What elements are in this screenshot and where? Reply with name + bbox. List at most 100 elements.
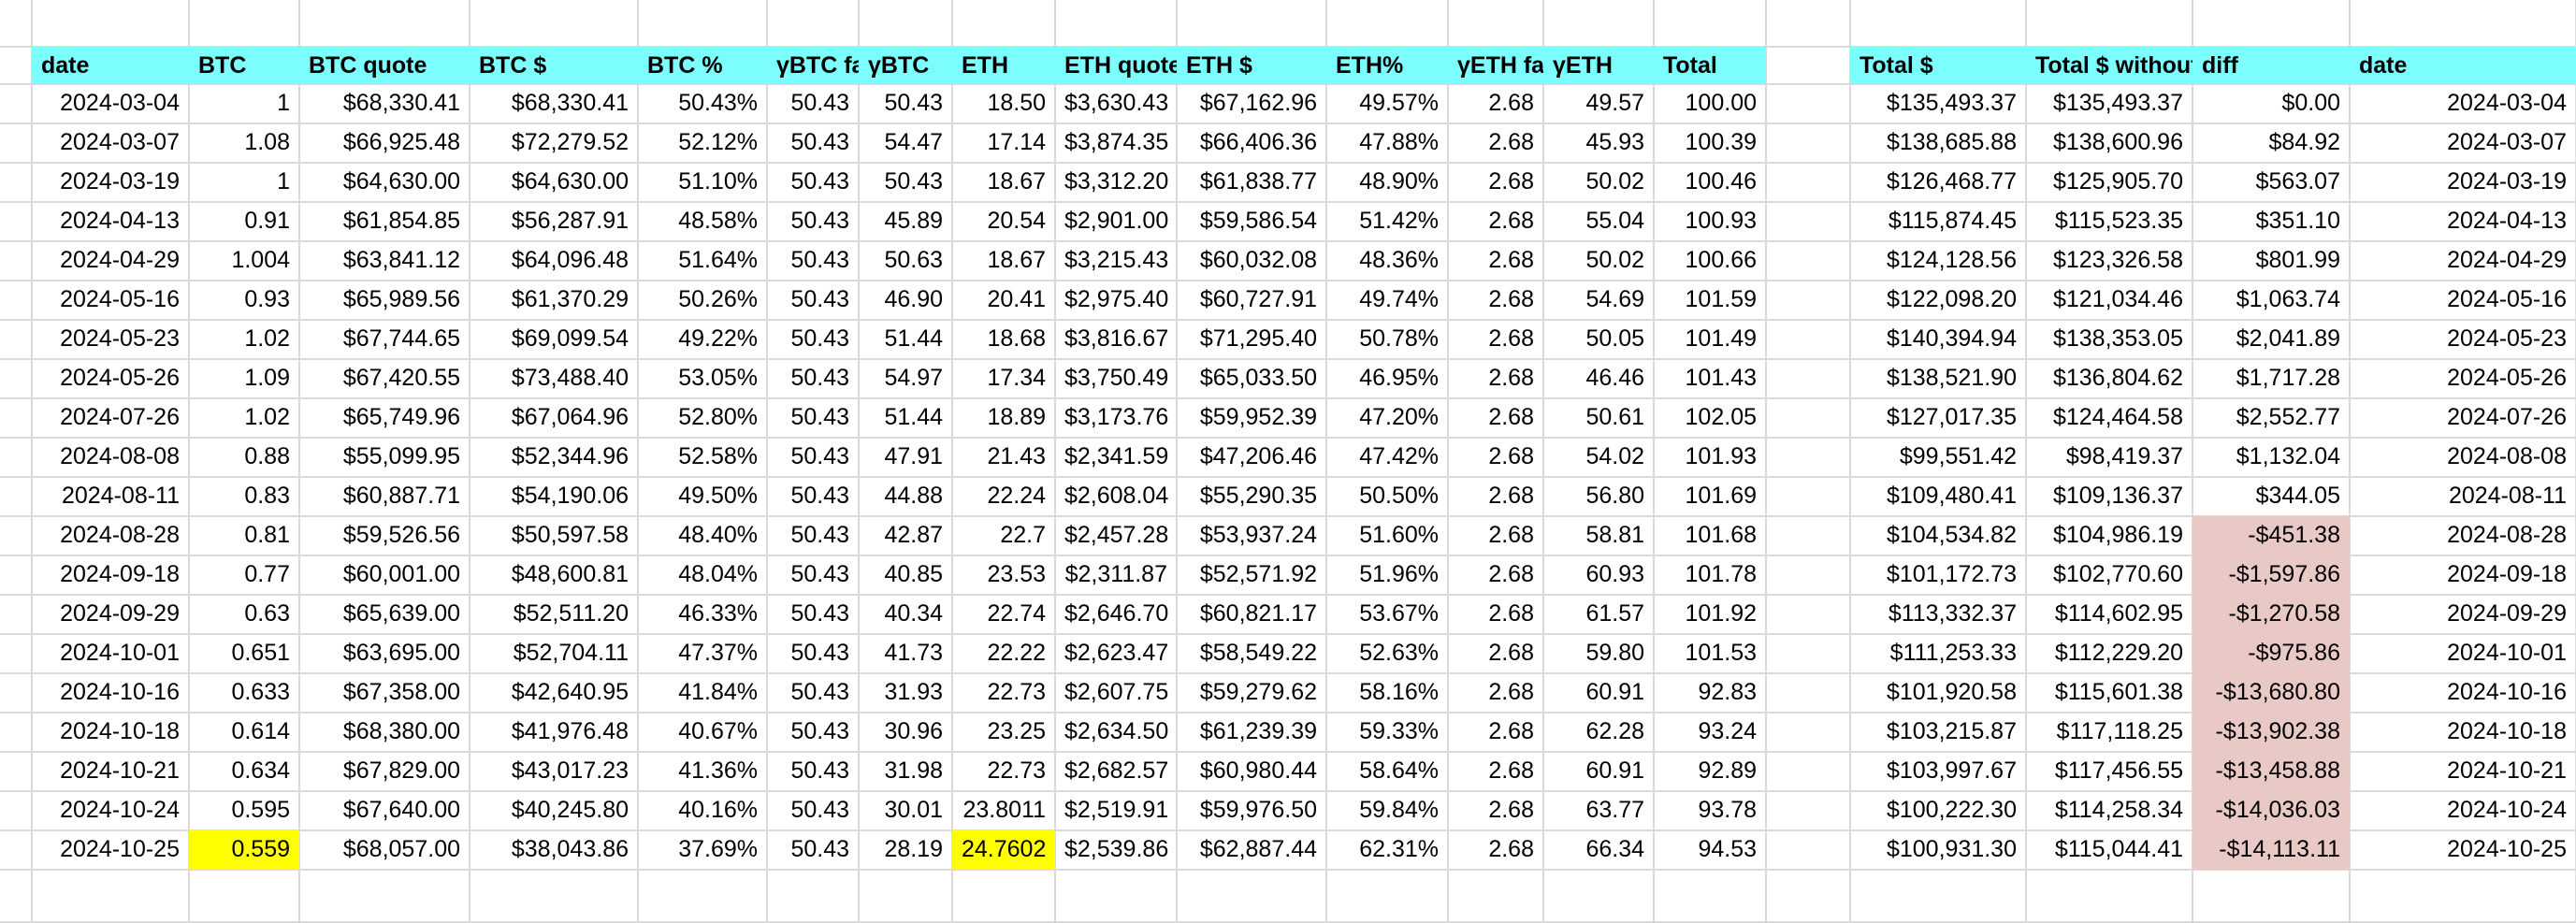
data-cell[interactable]: $2,646.70 — [1064, 600, 1169, 627]
date-cell[interactable]: 2024-05-23 — [2447, 325, 2567, 352]
data-cell[interactable]: $69,099.54 — [511, 325, 629, 352]
date-cell[interactable]: 2024-03-07 — [60, 129, 180, 155]
data-cell[interactable]: 50.43 — [790, 679, 849, 705]
date-cell[interactable]: 2024-07-26 — [2447, 404, 2567, 430]
data-cell[interactable]: 0.77 — [244, 561, 290, 587]
data-cell[interactable]: 50.43% — [678, 90, 758, 116]
data-cell[interactable]: 49.57% — [1359, 90, 1439, 116]
date-cell[interactable]: 2024-05-16 — [60, 286, 180, 312]
date-cell[interactable]: 2024-03-04 — [2447, 90, 2567, 116]
data-cell[interactable]: 52.58% — [678, 443, 758, 469]
data-cell[interactable]: $64,096.48 — [511, 247, 629, 273]
data-cell[interactable]: 23.53 — [987, 561, 1046, 587]
date-cell[interactable]: 2024-05-16 — [2447, 286, 2567, 312]
data-cell[interactable]: $109,136.37 — [2052, 483, 2183, 509]
data-cell[interactable]: 40.34 — [884, 600, 943, 627]
data-cell[interactable]: $3,816.67 — [1064, 325, 1169, 352]
data-cell[interactable]: 22.73 — [987, 757, 1046, 784]
data-cell[interactable]: 94.53 — [1698, 836, 1757, 862]
data-cell[interactable]: $59,586.54 — [1199, 208, 1317, 234]
data-cell[interactable]: 51.64% — [678, 247, 758, 273]
date-cell[interactable]: 2024-04-29 — [2447, 247, 2567, 273]
date-cell[interactable]: 2024-07-26 — [60, 404, 180, 430]
column-header[interactable]: Total $ without — [2026, 47, 2192, 84]
data-cell[interactable]: $68,380.00 — [342, 718, 460, 744]
data-cell[interactable]: $121,034.46 — [2052, 286, 2183, 312]
data-cell[interactable]: 100.00 — [1685, 90, 1757, 116]
data-cell[interactable]: $52,511.20 — [513, 600, 629, 627]
data-cell[interactable]: 2.68 — [1488, 404, 1534, 430]
date-cell[interactable]: 2024-08-11 — [61, 483, 180, 509]
data-cell[interactable]: $103,215.87 — [1886, 718, 2017, 744]
date-cell[interactable]: 2024-10-01 — [2447, 640, 2567, 666]
column-header[interactable]: γETH factor — [1448, 47, 1543, 84]
date-cell[interactable]: 2024-08-11 — [2448, 483, 2567, 509]
data-cell[interactable]: 22.24 — [987, 483, 1046, 509]
data-cell[interactable]: 0.595 — [231, 797, 290, 823]
data-cell[interactable]: $1,063.74 — [2236, 286, 2340, 312]
data-cell[interactable]: 49.22% — [678, 325, 758, 352]
column-header[interactable]: date — [32, 47, 189, 84]
data-cell[interactable]: 48.58% — [678, 208, 758, 234]
data-cell[interactable]: 2.68 — [1488, 757, 1534, 784]
data-cell[interactable]: 48.04% — [678, 561, 758, 587]
data-cell[interactable]: 50.78% — [1359, 325, 1439, 352]
data-cell[interactable]: $43,017.23 — [511, 757, 629, 784]
negative-diff-cell[interactable]: -$14,113.11 — [2192, 830, 2350, 870]
data-cell[interactable]: $59,952.39 — [1199, 404, 1317, 430]
data-cell[interactable]: $53,937.24 — [1199, 522, 1317, 548]
data-cell[interactable]: 46.46 — [1585, 365, 1644, 391]
data-cell[interactable]: $101,920.58 — [1886, 679, 2017, 705]
data-cell[interactable]: 59.80 — [1585, 640, 1644, 666]
column-header[interactable]: BTC quote — [299, 47, 470, 84]
data-cell[interactable]: 0.63 — [244, 600, 290, 627]
data-cell[interactable]: $114,258.34 — [2054, 797, 2183, 823]
data-cell[interactable]: $127,017.35 — [1886, 404, 2017, 430]
date-cell[interactable]: 2024-10-18 — [2447, 718, 2567, 744]
data-cell[interactable]: 41.36% — [678, 757, 758, 784]
negative-diff-cell[interactable]: -$13,680.80 — [2192, 673, 2350, 713]
data-cell[interactable]: 0.91 — [244, 208, 290, 234]
data-cell[interactable]: 50.43 — [884, 168, 943, 195]
data-cell[interactable]: $62,887.44 — [1199, 836, 1317, 862]
negative-diff-cell[interactable]: -$14,036.03 — [2192, 791, 2350, 830]
data-cell[interactable]: $125,905.70 — [2052, 168, 2183, 195]
data-cell[interactable]: 1 — [277, 90, 290, 116]
data-cell[interactable]: $67,064.96 — [511, 404, 629, 430]
column-header[interactable]: γETH — [1543, 47, 1654, 84]
data-cell[interactable]: $52,571.92 — [1199, 561, 1317, 587]
data-cell[interactable]: $2,607.75 — [1064, 679, 1169, 705]
data-cell[interactable]: $55,099.95 — [342, 443, 460, 469]
data-cell[interactable]: $2,634.50 — [1064, 718, 1169, 744]
data-cell[interactable]: 50.26% — [678, 286, 758, 312]
data-cell[interactable]: $72,279.52 — [511, 129, 629, 155]
data-cell[interactable]: 58.16% — [1359, 679, 1439, 705]
data-cell[interactable]: $47,206.46 — [1199, 443, 1317, 469]
data-cell[interactable]: $60,001.00 — [342, 561, 460, 587]
column-header[interactable]: ETH% — [1326, 47, 1448, 84]
data-cell[interactable]: 18.50 — [987, 90, 1046, 116]
negative-diff-cell[interactable]: -$13,902.38 — [2192, 713, 2350, 752]
data-cell[interactable]: 52.63% — [1359, 640, 1439, 666]
data-cell[interactable]: 47.37% — [678, 640, 758, 666]
column-header[interactable]: ETH quote — [1055, 47, 1177, 84]
data-cell[interactable]: 50.43 — [790, 168, 849, 195]
data-cell[interactable]: $2,901.00 — [1064, 208, 1169, 234]
column-header[interactable]: BTC % — [638, 47, 767, 84]
data-cell[interactable]: 2.68 — [1488, 522, 1534, 548]
date-cell[interactable]: 2024-09-18 — [60, 561, 180, 587]
data-cell[interactable]: $38,043.86 — [511, 836, 629, 862]
data-cell[interactable]: 49.74% — [1359, 286, 1439, 312]
data-cell[interactable]: 51.44 — [884, 325, 943, 352]
data-cell[interactable]: 18.89 — [987, 404, 1046, 430]
data-cell[interactable]: 63.77 — [1585, 797, 1644, 823]
data-cell[interactable]: 0.634 — [231, 757, 290, 784]
data-cell[interactable]: 50.02 — [1585, 247, 1644, 273]
data-cell[interactable]: 62.31% — [1359, 836, 1439, 862]
data-cell[interactable]: 100.46 — [1685, 168, 1757, 195]
column-header[interactable]: ETH $ — [1177, 47, 1326, 84]
data-cell[interactable]: 37.69% — [678, 836, 758, 862]
date-cell[interactable]: 2024-08-28 — [2447, 522, 2567, 548]
data-cell[interactable]: 102.05 — [1685, 404, 1757, 430]
